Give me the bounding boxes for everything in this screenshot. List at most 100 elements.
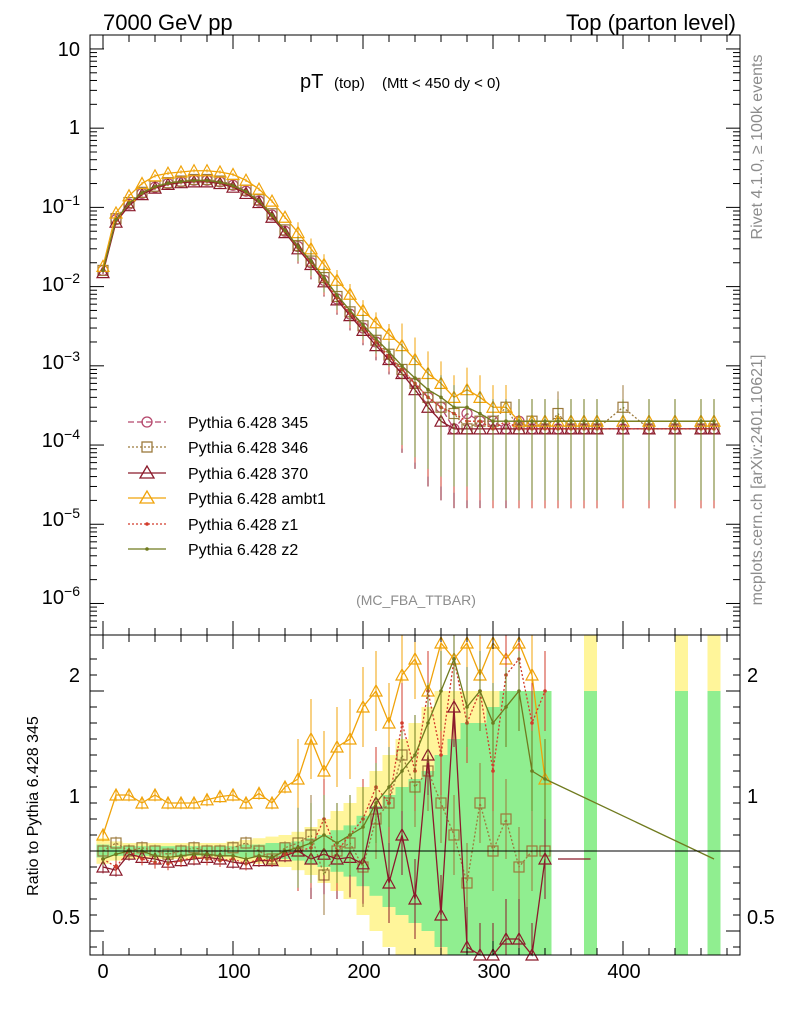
ratio-point [537, 851, 553, 865]
ratio-point [517, 689, 521, 693]
data-point [413, 376, 417, 380]
ratio-point [225, 854, 241, 868]
ratio-point [355, 856, 371, 870]
main-y-tick-label: 10−1 [42, 192, 80, 218]
rivet-label: Rivet 4.1.0, ≥ 100k events [749, 55, 766, 240]
main-y-tick-label: 10−2 [42, 270, 80, 296]
ratio-point [231, 854, 235, 858]
x-tick-label: 300 [477, 961, 510, 983]
ratio-point [186, 795, 202, 809]
series-pythia-6-428-z1 [101, 179, 716, 509]
ratio-point [322, 833, 326, 837]
main-y-tick-label: 10−6 [42, 583, 80, 609]
legend-entry: Pythia 6.428 z2 [128, 542, 298, 559]
ratio-point [374, 801, 378, 805]
ratio-point [400, 769, 404, 773]
data-point [279, 224, 291, 236]
mcplots-label: mcplots.cern.ch [arXiv:2401.10621] [749, 355, 766, 606]
ratio-point [121, 846, 137, 860]
data-point [439, 395, 443, 400]
data-point [426, 387, 430, 392]
ratio-point [225, 787, 241, 801]
ratio-point [439, 753, 443, 757]
data-point [283, 228, 287, 233]
ratio-point [199, 792, 215, 806]
ratio-point [296, 846, 300, 850]
series-line [102, 179, 714, 422]
x-tick-labels: 0 100 200 300 400 [97, 961, 640, 983]
main-panel-series [95, 163, 722, 509]
data-point [212, 164, 228, 178]
ratio-point [108, 787, 124, 801]
ratio-point [407, 891, 423, 905]
data-point [257, 199, 261, 203]
ratio-point [277, 848, 293, 862]
ratio-point [160, 795, 176, 809]
data-point [225, 167, 241, 181]
ratio-uncertainty-bands [96, 635, 721, 955]
ratio-point [491, 721, 495, 725]
data-point [186, 163, 202, 177]
data-point [166, 181, 170, 185]
ratio-point [257, 854, 261, 858]
ratio-y-tick-label-right: 2 [747, 665, 758, 687]
ratio-point [251, 786, 267, 800]
ratio-point [361, 825, 365, 829]
data-point [121, 198, 137, 212]
header-right: Top (parton level) [566, 10, 736, 35]
ratio-band-green [584, 691, 597, 955]
data-point [238, 173, 254, 186]
data-point [309, 259, 313, 263]
ratio-point [407, 651, 423, 665]
header-left: 7000 GeV pp [103, 10, 233, 35]
axes [89, 34, 741, 956]
x-tick-label: 0 [97, 961, 108, 983]
ratio-point [238, 795, 254, 809]
legend-label: Pythia 6.428 370 [188, 466, 308, 483]
ratio-point [498, 931, 514, 945]
ratio-point [394, 667, 410, 681]
ratio-point [524, 667, 540, 681]
ratio-point [316, 763, 332, 777]
legend-entry: Pythia 6.428 z1 [128, 517, 298, 534]
data-point [296, 244, 300, 249]
ratio-point [147, 787, 163, 801]
data-point [134, 176, 150, 190]
ratio-point [381, 715, 397, 729]
ratio-point [413, 753, 417, 757]
data-point [569, 419, 573, 423]
ratio-point [530, 721, 534, 725]
ratio-point [459, 635, 475, 649]
ratio-point [179, 854, 183, 858]
series-pythia-6-428-z2 [101, 178, 716, 501]
ratio-point [504, 705, 508, 709]
data-point [374, 336, 378, 341]
ratio-point [95, 859, 111, 873]
data-point [173, 164, 189, 178]
series-line [102, 180, 714, 430]
ratio-point [500, 813, 512, 825]
data-point [556, 419, 560, 423]
legend-entry: Pythia 6.428 ambt1 [128, 489, 326, 508]
ratio-point [264, 795, 280, 809]
ratio-band-green [512, 691, 526, 955]
data-point [147, 168, 163, 182]
data-point [114, 217, 118, 222]
data-point [251, 195, 267, 209]
data-point [491, 419, 495, 423]
series-pythia-6-428-345 [97, 174, 720, 509]
x-tick-label: 400 [607, 961, 640, 983]
data-point [264, 193, 280, 207]
ratio-point [335, 841, 339, 845]
ratio-point [433, 907, 449, 921]
data-point [621, 419, 625, 423]
data-point [517, 419, 521, 423]
ratio-point [244, 857, 248, 861]
data-point [452, 405, 456, 410]
ratio-point [348, 833, 352, 837]
data-point [504, 419, 508, 423]
series-pythia-6-428-370 [95, 174, 722, 509]
legend-label: Pythia 6.428 345 [188, 415, 308, 432]
data-point [582, 419, 586, 423]
main-y-tick-label: 10 [58, 39, 80, 61]
